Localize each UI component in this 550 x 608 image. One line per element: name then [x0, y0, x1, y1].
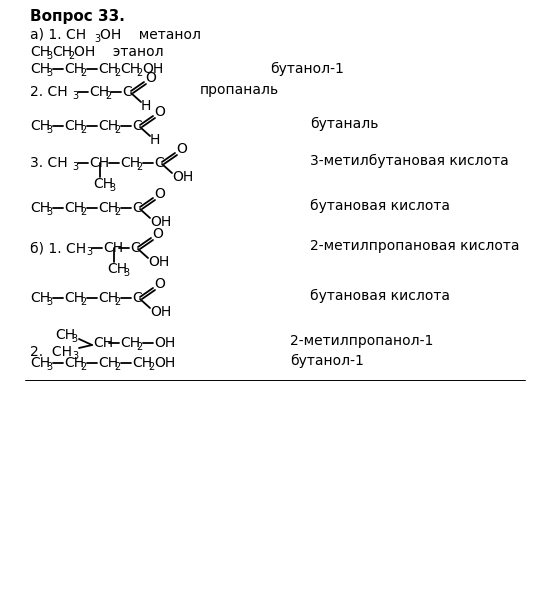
Text: 3: 3	[46, 207, 52, 217]
Text: CH: CH	[98, 201, 118, 215]
Text: б) 1. CH: б) 1. CH	[30, 241, 86, 255]
Text: 3: 3	[94, 34, 100, 44]
Text: 2.  CH: 2. CH	[30, 345, 72, 359]
Text: 2: 2	[68, 51, 74, 61]
Text: CH: CH	[98, 291, 118, 305]
Text: бутановая кислота: бутановая кислота	[310, 289, 450, 303]
Text: 2: 2	[114, 125, 120, 135]
Text: C: C	[132, 201, 142, 215]
Text: OH: OH	[154, 356, 175, 370]
Text: O: O	[154, 277, 165, 291]
Text: CH: CH	[103, 241, 123, 255]
Text: CH: CH	[89, 156, 109, 170]
Text: 3: 3	[46, 362, 52, 372]
Text: O: O	[154, 105, 165, 119]
Text: C: C	[122, 85, 132, 99]
Text: CH: CH	[64, 201, 84, 215]
Text: O: O	[145, 71, 156, 85]
Text: CH: CH	[30, 291, 50, 305]
Text: бутановая кислота: бутановая кислота	[310, 199, 450, 213]
Text: 3-метилбутановая кислота: 3-метилбутановая кислота	[310, 154, 509, 168]
Text: 2: 2	[136, 342, 142, 352]
Text: CH: CH	[30, 356, 50, 370]
Text: 3: 3	[46, 51, 52, 61]
Text: CH: CH	[107, 262, 127, 276]
Text: O: O	[176, 142, 187, 156]
Text: H: H	[150, 133, 161, 147]
Text: 2: 2	[114, 207, 120, 217]
Text: CH: CH	[64, 356, 84, 370]
Text: 2. CH: 2. CH	[30, 85, 68, 99]
Text: 3: 3	[123, 268, 129, 278]
Text: OH    метанол: OH метанол	[100, 28, 201, 42]
Text: CH: CH	[98, 62, 118, 76]
Text: 2: 2	[80, 362, 86, 372]
Text: 3: 3	[46, 68, 52, 78]
Text: 3: 3	[72, 351, 78, 361]
Text: CH: CH	[120, 156, 140, 170]
Text: CH: CH	[52, 45, 72, 59]
Text: 2: 2	[80, 125, 86, 135]
Text: O: O	[152, 227, 163, 241]
Text: 2: 2	[148, 362, 154, 372]
Text: CH: CH	[30, 201, 50, 215]
Text: OH: OH	[172, 170, 193, 184]
Text: CH: CH	[93, 177, 113, 191]
Text: O: O	[154, 187, 165, 201]
Text: 3: 3	[109, 183, 115, 193]
Text: CH: CH	[64, 62, 84, 76]
Text: 2: 2	[114, 68, 120, 78]
Text: OH: OH	[148, 255, 169, 269]
Text: CH: CH	[64, 291, 84, 305]
Text: CH: CH	[120, 336, 140, 350]
Text: 3: 3	[72, 91, 78, 101]
Text: 2: 2	[80, 207, 86, 217]
Text: CH: CH	[89, 85, 109, 99]
Text: CH: CH	[98, 356, 118, 370]
Text: 2: 2	[80, 297, 86, 307]
Text: CH: CH	[30, 62, 50, 76]
Text: бутанол-1: бутанол-1	[270, 62, 344, 76]
Text: C: C	[130, 241, 140, 255]
Text: 3: 3	[86, 247, 92, 257]
Text: 3: 3	[71, 334, 77, 344]
Text: CH: CH	[55, 328, 75, 342]
Text: OH: OH	[150, 215, 171, 229]
Text: H: H	[141, 99, 151, 113]
Text: 2-метилпропанол-1: 2-метилпропанол-1	[290, 334, 433, 348]
Text: OH: OH	[154, 336, 175, 350]
Text: Вопрос 33.: Вопрос 33.	[30, 9, 125, 24]
Text: C: C	[132, 291, 142, 305]
Text: 3. CH: 3. CH	[30, 156, 68, 170]
Text: а) 1. CH: а) 1. CH	[30, 28, 86, 42]
Text: 3: 3	[72, 162, 78, 172]
Text: 2: 2	[114, 362, 120, 372]
Text: CH: CH	[64, 119, 84, 133]
Text: OH    этанол: OH этанол	[74, 45, 164, 59]
Text: бутанол-1: бутанол-1	[290, 354, 364, 368]
Text: пропаналь: пропаналь	[200, 83, 279, 97]
Text: CH: CH	[30, 45, 50, 59]
Text: OH: OH	[142, 62, 163, 76]
Text: 2: 2	[136, 162, 142, 172]
Text: 3: 3	[46, 297, 52, 307]
Text: C: C	[154, 156, 164, 170]
Text: 2: 2	[80, 68, 86, 78]
Text: 3: 3	[46, 125, 52, 135]
Text: бутаналь: бутаналь	[310, 117, 378, 131]
Text: 2-метилпропановая кислота: 2-метилпропановая кислота	[310, 239, 520, 253]
Text: CH: CH	[98, 119, 118, 133]
Text: CH: CH	[120, 62, 140, 76]
Text: CH: CH	[93, 336, 113, 350]
Text: C: C	[132, 119, 142, 133]
Text: CH: CH	[30, 119, 50, 133]
Text: 2: 2	[136, 68, 142, 78]
Text: 2: 2	[114, 297, 120, 307]
Text: CH: CH	[132, 356, 152, 370]
Text: 2: 2	[105, 91, 111, 101]
Text: OH: OH	[150, 305, 171, 319]
